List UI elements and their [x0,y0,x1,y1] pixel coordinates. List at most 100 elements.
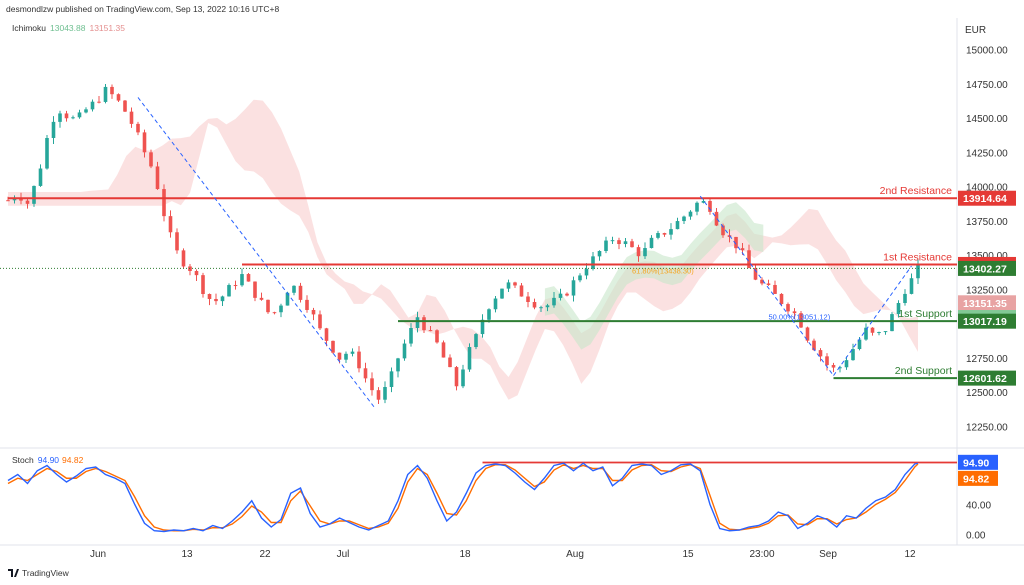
candle-body [51,121,56,138]
candle-body [246,274,251,282]
candle-body [6,200,10,202]
candle-body [266,299,270,313]
badge-support2-text: 12601.62 [963,373,1007,385]
candle-body [201,275,205,295]
candle-body [45,137,49,169]
candle-body [136,123,140,133]
currency-label: EUR [965,25,987,36]
candle-body [318,314,322,329]
candle-body [773,284,777,294]
candle-body [500,288,504,299]
cloud-bullish-area [544,202,764,350]
candle-body [864,327,868,340]
candle-body [435,330,439,343]
candle-body [253,281,257,298]
candle-body [376,390,381,400]
candle-body [792,311,797,314]
stoch-k-badge-text: 94.90 [963,457,989,469]
tradingview-logo-icon [8,569,19,577]
y-tick-label: 13250.00 [966,285,1008,296]
candle-body [818,350,823,357]
candle-body [610,240,615,242]
candle-body [571,280,576,296]
candle-body [805,327,810,341]
candle-body [786,304,790,312]
candle-body [162,189,166,217]
candle-body [422,317,426,331]
footer-brand[interactable]: TradingView [8,568,69,578]
stoch-legend[interactable]: Stoch 94.90 94.82 [12,455,83,465]
candle-body [240,274,244,286]
stoch-tick-label: 0.00 [966,531,986,542]
candle-body [734,236,738,249]
fib-50-label: 50.00%(13051.12) [769,313,831,322]
candle-body [129,111,134,124]
candle-body [441,342,446,358]
candle-body [259,297,264,300]
candle-body [539,307,543,309]
candle-body [636,247,641,257]
cloud-bearish-area [8,99,918,400]
x-tick-label: Jul [337,549,350,560]
candle-body [896,303,901,315]
candle-body [292,285,296,293]
candle-body [396,358,400,372]
candle-body [220,296,225,302]
candle-body [279,305,283,313]
candle-body [142,132,147,153]
time-axis: Jun 13 22 Jul 18 Aug 15 23:00 Sep 12 [90,549,916,560]
y-tick-label: 12250.00 [966,422,1008,433]
badge-resistance2-text: 13914.64 [963,193,1007,205]
stoch-k-badge-bg [958,454,998,470]
y-tick-label: 15000.00 [966,46,1008,57]
candle-body [331,340,335,353]
resistance1-label: 1st Resistance [883,251,952,263]
candle-body [389,371,394,388]
candle-body [630,241,634,248]
badge-resistance2-bg [958,190,1016,206]
y-tick-label: 14250.00 [966,148,1008,159]
candle-body [71,117,75,119]
candle-body [890,314,894,332]
badge-cloud-top-text: 13151.35 [963,298,1007,310]
badge-current-bg [958,260,1016,276]
candle-body [77,112,82,118]
badge-cloud-top-bg [958,295,1016,311]
candle-body [682,216,686,222]
candle-body [857,339,862,350]
candle-body [701,200,706,203]
ichimoku-cloud [8,99,918,400]
candle-body [19,198,23,201]
candle-body [428,330,433,332]
candle-body [181,250,186,267]
candle-body [675,221,680,230]
ichimoku-value-a: 13043.88 [50,23,86,33]
ichimoku-legend[interactable]: Ichimoku 13043.88 13151.35 [12,23,125,33]
y-tick-label: 13750.00 [966,217,1008,228]
candle-body [357,351,361,369]
candle-body [506,282,511,289]
trend-line-up [833,265,912,376]
candle-body [467,347,472,370]
candle-body [97,101,101,103]
x-tick-label: 22 [259,549,271,560]
candle-body [38,168,43,186]
candle-body [909,278,914,294]
candle-body [168,216,173,233]
x-tick-label: Aug [566,549,584,560]
candle-body [552,297,556,306]
footer-brand-label: TradingView [22,568,69,578]
x-tick-label: Sep [819,549,837,560]
candle-body [656,233,660,238]
candle-body [324,328,329,341]
candle-body [513,282,517,286]
candle-body [669,229,673,235]
y-tick-label: 14000.00 [966,183,1008,194]
candle-body [708,200,712,212]
badge-support1-bg [958,313,1016,329]
candle-body [149,152,153,167]
candle-body [214,298,218,302]
candle-body [116,94,121,101]
